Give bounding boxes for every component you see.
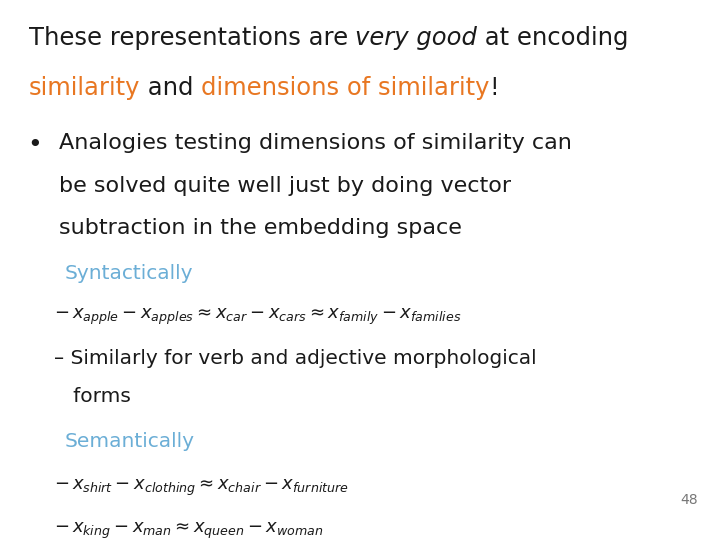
Text: dimensions of similarity: dimensions of similarity: [202, 76, 490, 99]
Text: and: and: [140, 76, 202, 99]
Text: at encoding: at encoding: [477, 26, 629, 50]
Text: very good: very good: [356, 26, 477, 50]
Text: subtraction in the embedding space: subtraction in the embedding space: [59, 218, 462, 238]
Text: similarity: similarity: [29, 76, 140, 99]
Text: forms: forms: [54, 387, 131, 406]
Text: •: •: [27, 133, 42, 158]
Text: be solved quite well just by doing vector: be solved quite well just by doing vecto…: [59, 176, 511, 196]
Text: 48: 48: [680, 493, 698, 507]
Text: $-\, x_{apple} - x_{apples} \approx x_{car} - x_{cars} \approx x_{family} - x_{f: $-\, x_{apple} - x_{apples} \approx x_{c…: [54, 307, 462, 327]
Text: Analogies testing dimensions of similarity can: Analogies testing dimensions of similari…: [59, 133, 572, 153]
Text: Syntactically: Syntactically: [65, 264, 193, 283]
Text: $-\, x_{shirt} - x_{clothing} \approx x_{chair} - x_{furniture}$: $-\, x_{shirt} - x_{clothing} \approx x_…: [54, 478, 348, 498]
Text: These representations are: These representations are: [29, 26, 356, 50]
Text: Semantically: Semantically: [65, 433, 194, 451]
Text: – Similarly for verb and adjective morphological: – Similarly for verb and adjective morph…: [54, 349, 536, 368]
Text: $-\, x_{king} - x_{man} \approx x_{queen} - x_{woman}$: $-\, x_{king} - x_{man} \approx x_{queen…: [54, 521, 324, 540]
Text: !: !: [490, 76, 499, 99]
